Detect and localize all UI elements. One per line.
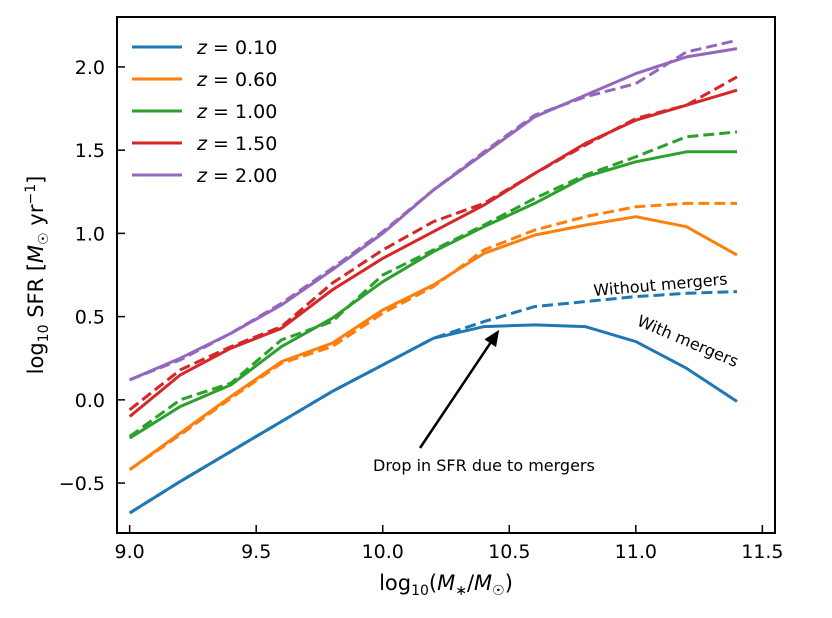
y-tick-label: 0.5 bbox=[75, 307, 105, 329]
y-axis-label: log10 SFR [M☉ yr−1] bbox=[23, 176, 52, 375]
annotation-drop-in-sfr: Drop in SFR due to mergers bbox=[373, 456, 595, 475]
x-tick-label: 10.5 bbox=[488, 541, 530, 563]
x-tick-label: 11.0 bbox=[615, 541, 657, 563]
axis-ticks: 9.0 9.5 10.0 10.5 11.0 11.5 −0.5 0.0 0.5 1.0 1.5 2.… bbox=[59, 57, 784, 563]
legend-label: z = 1.50 bbox=[196, 133, 277, 155]
legend-label: z = 0.10 bbox=[196, 37, 277, 59]
y-tick-label: −0.5 bbox=[59, 473, 105, 495]
series-line-without-mergers-3 bbox=[128, 75, 738, 411]
series-line-without-mergers-1 bbox=[128, 201, 737, 471]
y-tick-label: 2.0 bbox=[75, 57, 105, 79]
series-lines bbox=[128, 38, 738, 515]
annotation-with-mergers: With mergers bbox=[634, 311, 741, 371]
arrow-shaft bbox=[418, 342, 492, 449]
y-tick-label: 1.0 bbox=[75, 223, 105, 245]
x-tick-label: 11.5 bbox=[741, 541, 783, 563]
plot-frame bbox=[116, 16, 776, 534]
series-line-with-mergers-3 bbox=[128, 88, 738, 418]
arrow-head bbox=[484, 329, 500, 348]
y-tick-label: 1.5 bbox=[75, 140, 105, 162]
x-tick-label: 9.0 bbox=[115, 541, 145, 563]
series-line-with-mergers-0 bbox=[128, 323, 738, 515]
legend-label: z = 0.60 bbox=[196, 69, 277, 91]
x-tick-label: 10.0 bbox=[362, 541, 404, 563]
legend: z = 0.10 z = 0.60 z = 1.00 z = 1.50 z = 2.00 bbox=[132, 37, 277, 187]
series-line-with-mergers-1 bbox=[128, 215, 738, 471]
series-line-with-mergers-2 bbox=[128, 150, 737, 440]
series-line-with-mergers-4 bbox=[129, 47, 738, 382]
y-tick-label: 0.0 bbox=[75, 390, 105, 412]
legend-label: z = 1.00 bbox=[196, 101, 277, 123]
legend-label: z = 2.00 bbox=[196, 165, 277, 187]
annotation-arrow bbox=[418, 329, 500, 449]
x-axis-label: log10(M∗/M☉) bbox=[379, 571, 513, 599]
x-tick-label: 9.5 bbox=[241, 541, 271, 563]
